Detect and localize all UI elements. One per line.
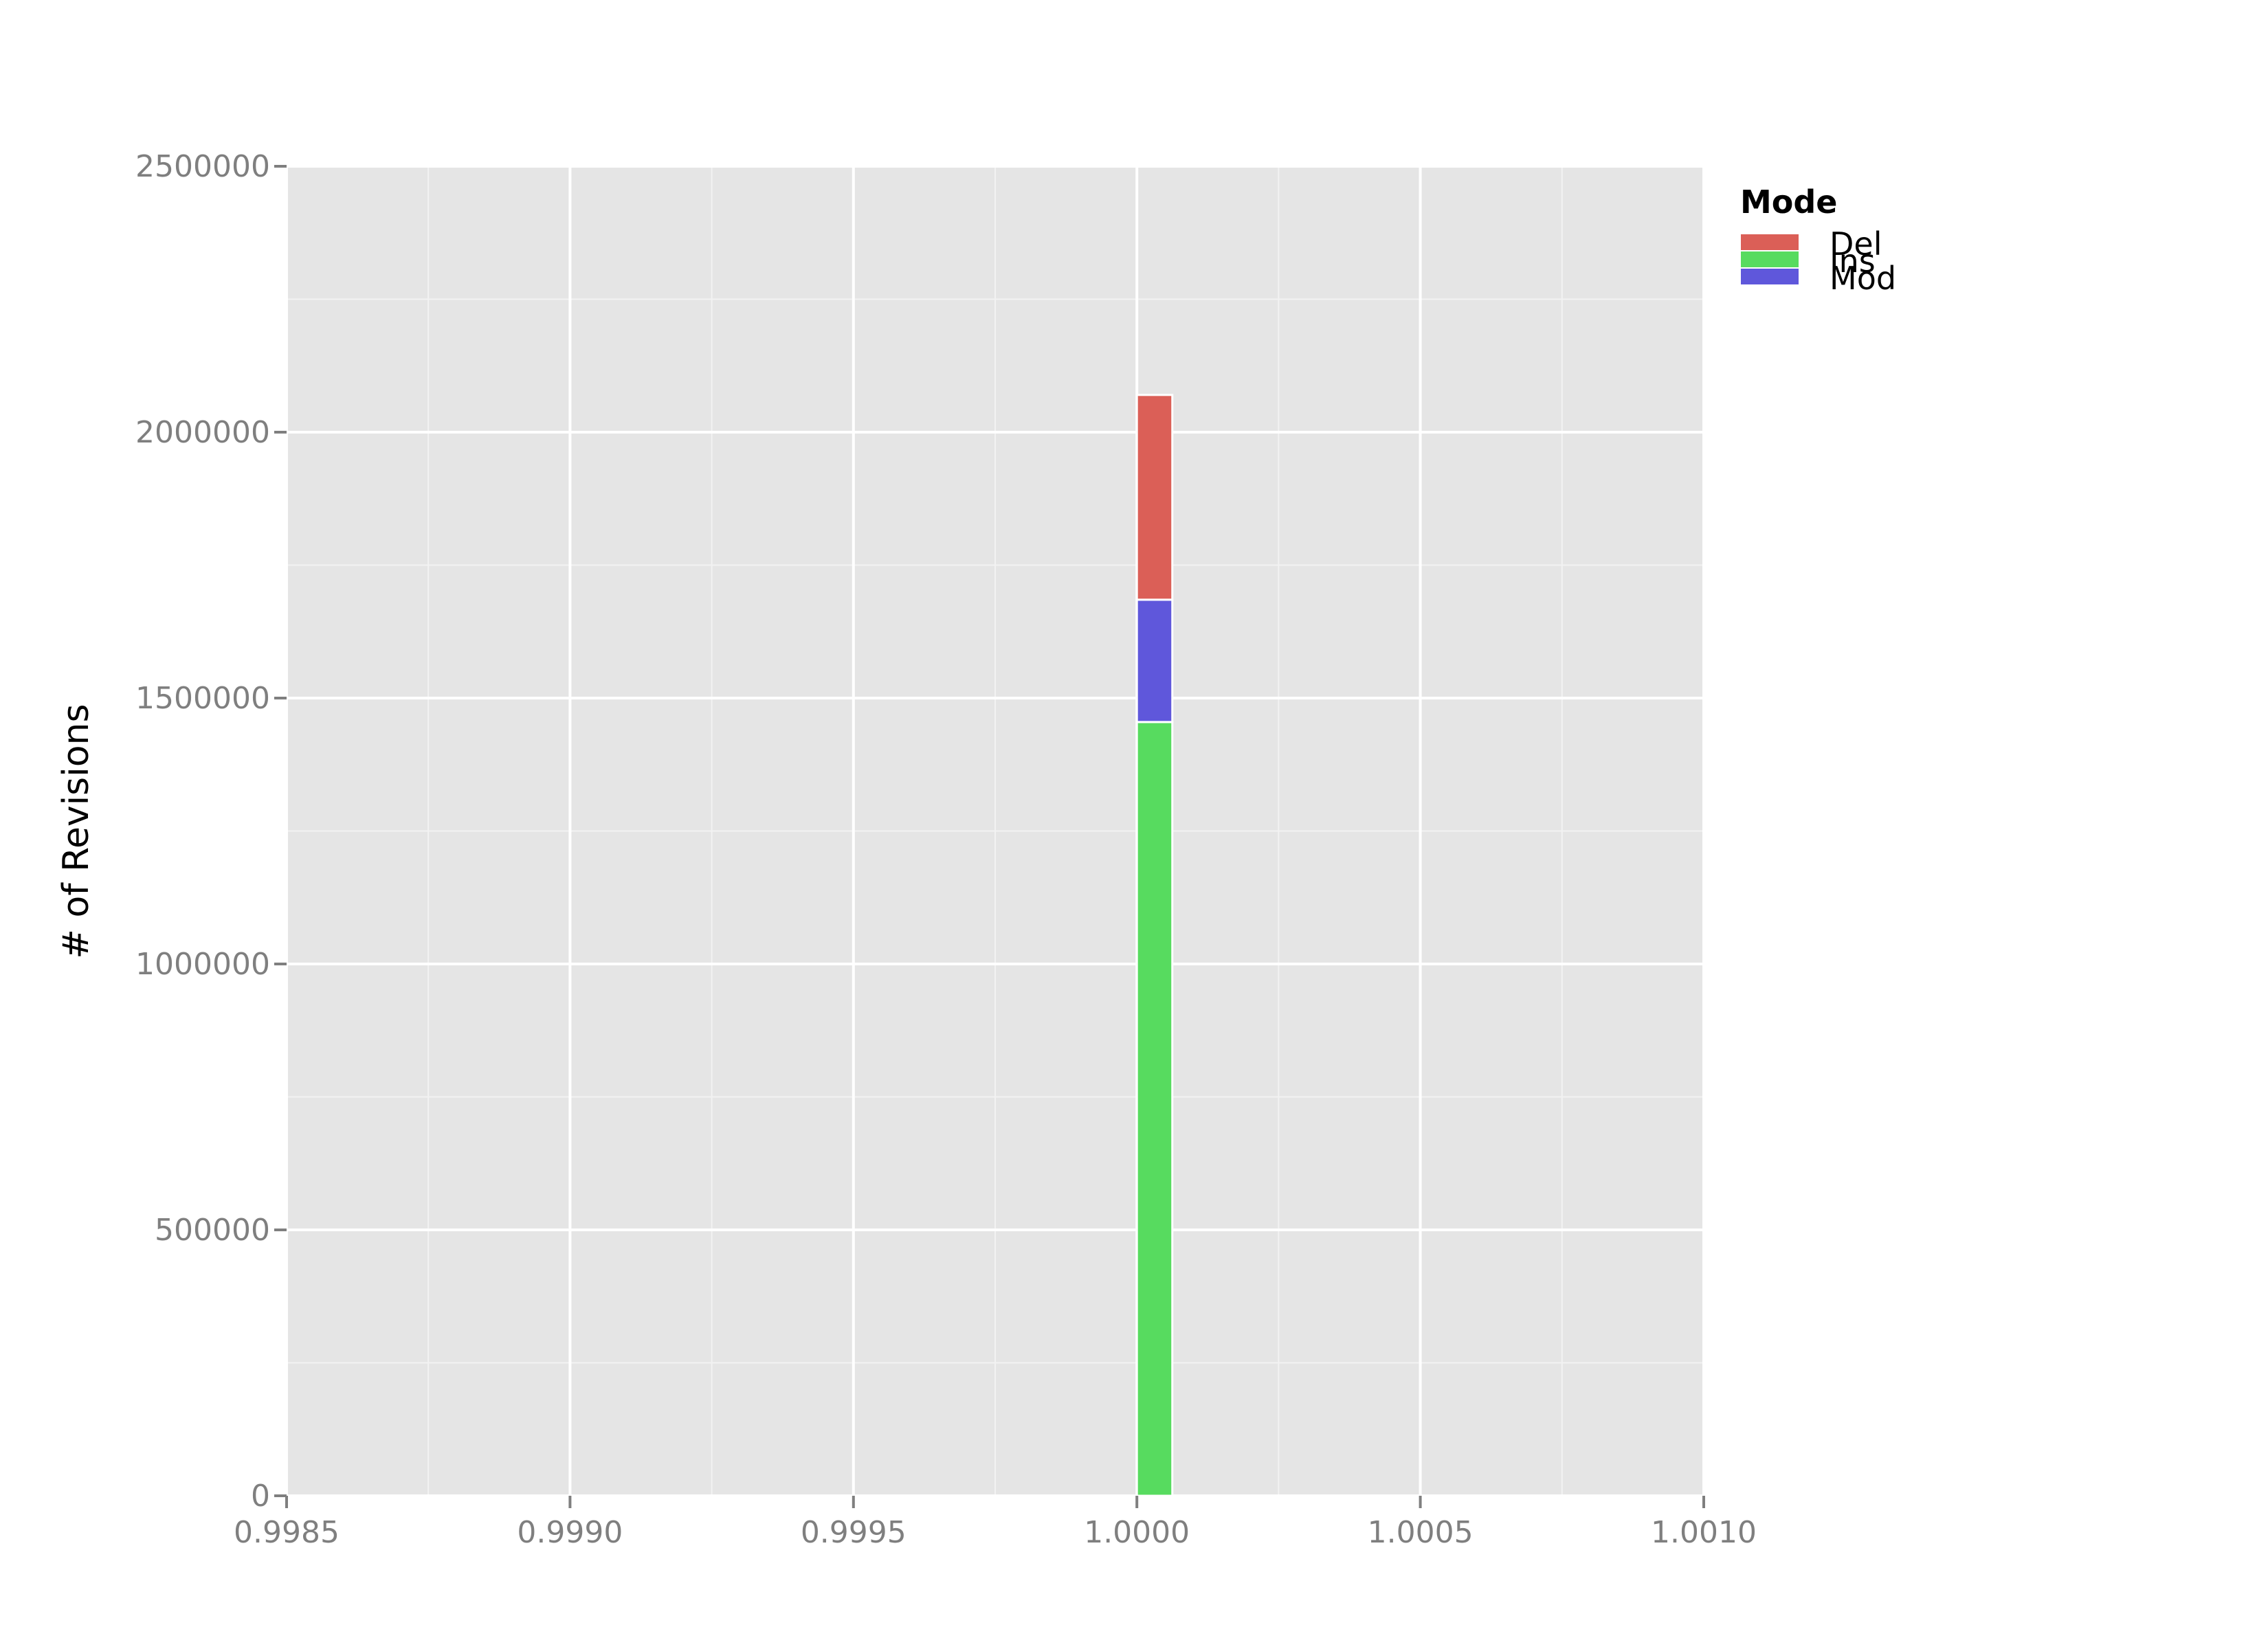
legend-key-mod [1739,267,1800,286]
x-tick-label: 0.9990 [517,1515,623,1550]
bar-del [1135,394,1174,601]
y-axis: 0 500000 1000000 1500000 2000000 2500000 [135,149,287,1514]
x-tick-label: 0.9995 [801,1515,907,1550]
y-tick-label: 0 [251,1479,270,1514]
y-tick-label: 2000000 [135,415,270,450]
x-tick-label: 1.0010 [1651,1515,1757,1550]
x-tick-label: 1.0005 [1368,1515,1474,1550]
legend-title: Mode [1740,183,1838,221]
legend-label-del: Del [1830,225,1882,262]
x-tick-label: 1.0000 [1084,1515,1190,1550]
stacked-bars [1135,394,1174,1497]
y-tick-label: 1500000 [135,681,270,716]
bar-ins [1135,721,1174,1497]
minor-gridlines [287,166,1704,1496]
y-tick-label: 500000 [155,1213,270,1248]
y-tick-label: 1000000 [135,947,270,982]
legend-key-ins [1739,250,1800,269]
legend-label-ins: Ins [1830,243,1876,280]
y-tick-label: 2500000 [135,149,270,184]
x-tick-label: 0.9985 [234,1515,340,1550]
y-axis-title: # of Revisions [56,704,97,958]
bar-mod [1135,598,1174,723]
x-axis: 0.9985 0.9990 0.9995 1.0000 1.0005 1.0010 [234,1496,1757,1550]
legend-key-del [1739,233,1800,251]
legend-label-mod: Mod [1830,260,1896,297]
